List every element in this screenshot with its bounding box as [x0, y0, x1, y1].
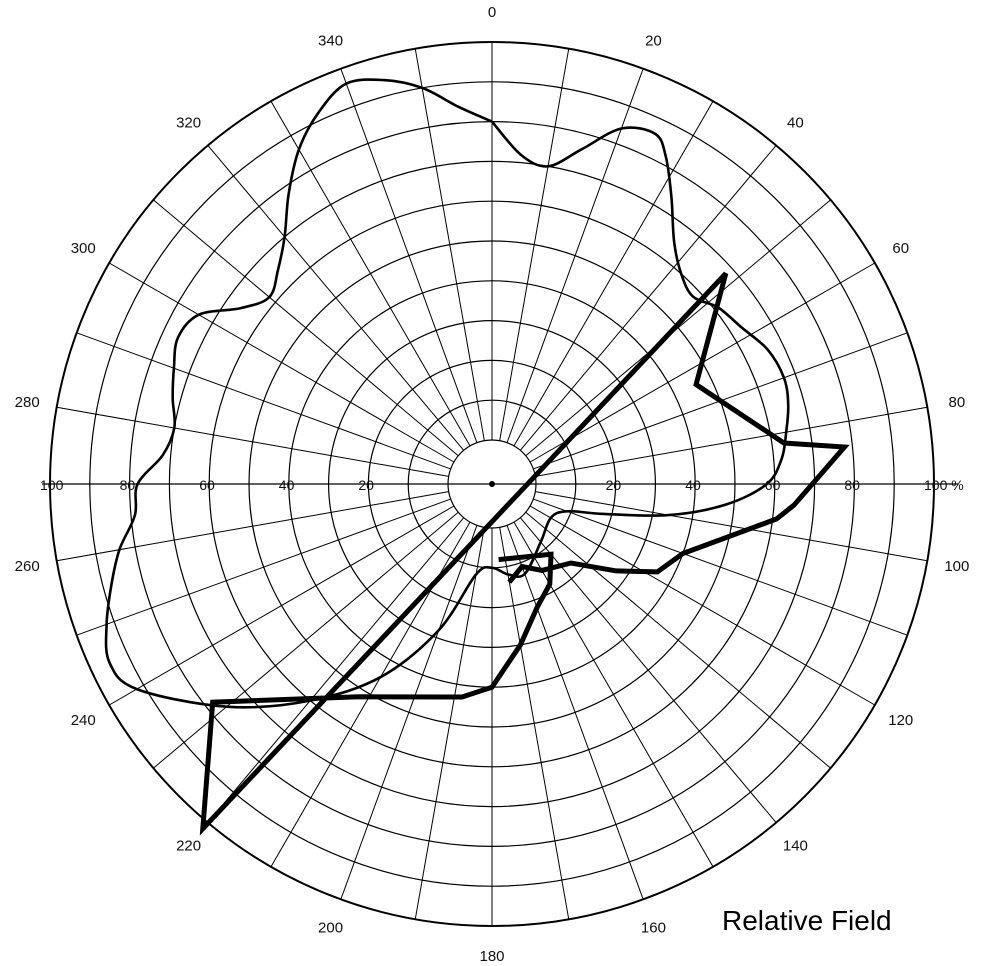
radius-tick-label: 20 [606, 477, 622, 493]
grid-spoke-220 [207, 517, 465, 823]
angle-tick-label: 40 [787, 114, 804, 131]
grid-spoke-140 [519, 517, 777, 823]
grid-spoke-120 [529, 505, 876, 706]
radius-tick-label: 80 [120, 477, 136, 493]
angle-tick-label: 320 [176, 114, 201, 131]
angle-tick-label: 200 [318, 920, 343, 937]
angle-tick-label: 100 [944, 558, 969, 575]
grid-spoke-10 [499, 48, 570, 441]
grid-spoke-350 [414, 48, 485, 441]
grid-spoke-20 [506, 68, 644, 443]
series-thick-line [199, 271, 850, 836]
angle-tick-label: 120 [888, 712, 913, 729]
grid-spoke-150 [513, 521, 714, 868]
angle-tick-label: 280 [15, 394, 40, 411]
series-thin-line [104, 78, 790, 709]
angle-tick-label: 60 [892, 240, 909, 257]
series-layer [104, 78, 850, 836]
radius-tick-label: 20 [358, 477, 374, 493]
angle-tick-label: 80 [948, 394, 965, 411]
grid-spoke-40 [519, 145, 777, 451]
grid-spoke-50 [525, 199, 831, 457]
radius-tick-label: 60 [765, 477, 781, 493]
grid-spoke-290 [76, 332, 451, 470]
grid-spoke-260 [56, 491, 449, 562]
grid-spoke-30 [513, 100, 714, 447]
angle-tick-label: 300 [71, 240, 96, 257]
grid-spoke-280 [56, 406, 449, 477]
grid-spoke-160 [506, 525, 644, 900]
angle-tick-label: 0 [488, 4, 496, 21]
chart-title: Relative Field [722, 905, 892, 936]
grid-spoke-200 [340, 525, 478, 900]
grid-spoke-330 [270, 100, 471, 447]
radius-tick-label: 60 [199, 477, 215, 493]
angle-tick-label: 260 [15, 558, 40, 575]
angle-tick-label: 140 [783, 838, 808, 855]
angle-tick-label: 180 [479, 948, 504, 965]
angle-tick-label: 160 [641, 920, 666, 937]
polar-grid [42, 41, 958, 927]
angle-tick-label: 220 [176, 838, 201, 855]
angle-tick-label: 340 [318, 32, 343, 49]
grid-spoke-170 [499, 527, 570, 920]
grid-spoke-130 [525, 511, 831, 769]
grid-spoke-250 [76, 498, 451, 636]
angle-tick-label: 20 [645, 32, 662, 49]
grid-spoke-100 [535, 491, 928, 562]
grid-spoke-230 [153, 511, 459, 769]
radius-tick-label: 80 [844, 477, 860, 493]
grid-spoke-340 [340, 68, 478, 443]
grid-spoke-300 [108, 262, 455, 463]
grid-spoke-320 [207, 145, 465, 451]
radius-tick-label: 100 % [924, 477, 964, 493]
radius-tick-label: 40 [279, 477, 295, 493]
grid-spoke-240 [108, 505, 455, 706]
radius-tick-label: 100 [40, 477, 64, 493]
radius-tick-label: 40 [685, 477, 701, 493]
grid-spoke-190 [414, 527, 485, 920]
grid-spoke-80 [535, 406, 928, 477]
axis-labels: 0 20 40 60 80 100 120 140 160 180 200 220 240 260 280 3… [15, 4, 970, 965]
center-dot [489, 481, 495, 487]
grid-spoke-310 [153, 199, 459, 457]
angle-tick-label: 240 [71, 712, 96, 729]
grid-spoke-110 [533, 498, 908, 636]
